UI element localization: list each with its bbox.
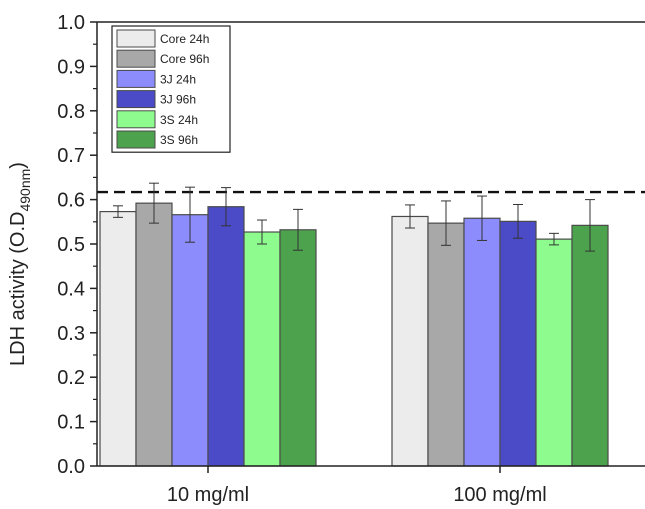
legend-swatch [116,110,156,129]
bar [99,210,137,467]
legend-label: 3S 24h [160,113,198,127]
y-tick-label: 0.9 [57,56,85,78]
bar [171,214,209,467]
axes-layer: 0.0 0.1 0.2 0.3 0.4 0.5 0.6 0.7 0.8 0.9 1.0 10 mg/m… [57,12,645,506]
legend: Core 24h Core 96h 3J 24h 3J 96h 3S 24h 3S 96h [111,25,231,153]
bar [427,222,465,467]
legend-label: Core 96h [160,52,209,66]
legend-swatch [116,29,156,48]
bar [135,202,173,467]
x-tick-label: 10 mg/ml [167,484,249,506]
y-axis-title-subscript: 490nm [17,169,33,212]
y-tick-label: 0.6 [57,190,85,212]
legend-swatch [116,90,156,109]
bar [243,231,281,467]
bar [279,229,317,467]
legend-label: 3J 24h [160,72,196,86]
y-tick-label: 0.2 [57,367,85,389]
legend-swatch [116,130,156,149]
legend-swatch [116,49,156,68]
legend-label: 3S 96h [160,133,198,147]
legend-label: Core 24h [160,32,209,46]
y-tick-label: 0.0 [57,456,85,478]
y-tick-label: 0.8 [57,101,85,123]
y-tick-label: 1.0 [57,12,85,34]
bar [535,238,573,467]
y-tick-label: 0.5 [57,234,85,256]
legend-swatch [116,69,156,88]
bar [499,220,537,467]
y-tick-label: 0.3 [57,323,85,345]
y-tick-label: 0.4 [57,278,85,300]
y-tick-label: 0.7 [57,145,85,167]
bar [391,215,429,467]
y-axis-title-close: ) [7,162,29,169]
bar [207,206,245,467]
bar [463,217,501,467]
legend-label: 3J 96h [160,93,196,107]
y-axis-title: LDH activity (O.D490nm) [7,162,33,366]
y-tick-label: 0.1 [57,412,85,434]
y-axis-title-main: LDH activity (O.D [7,212,29,366]
bars-layer [99,182,609,467]
bar [571,224,609,467]
x-tick-label: 100 mg/ml [453,484,546,506]
